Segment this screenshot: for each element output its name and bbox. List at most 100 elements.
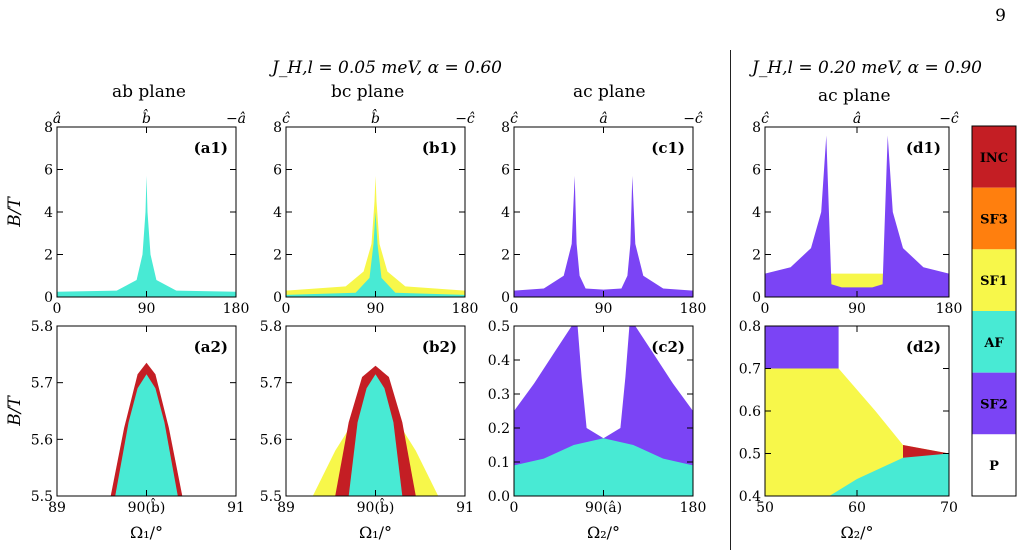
ylabel-a2: B/T bbox=[5, 395, 25, 427]
ytick-label-c1: 4 bbox=[501, 205, 510, 221]
top-tick-label-a1: â bbox=[53, 111, 61, 127]
legend-label-inc: INC bbox=[980, 151, 1008, 166]
group-title-left-text: J_H,l = 0.05 meV, α = 0.60 bbox=[272, 58, 502, 78]
panel-label-c1: (c1) bbox=[651, 139, 685, 157]
region-c2-af bbox=[514, 438, 693, 496]
legend-swatch-sf2 bbox=[972, 372, 1016, 435]
panel-label-a2: (a2) bbox=[194, 338, 228, 356]
panel-label-d1: (d1) bbox=[906, 139, 941, 157]
ytick-label-d1: 8 bbox=[752, 120, 761, 136]
page-number: 9 bbox=[995, 6, 1006, 26]
legend-swatch-sf1 bbox=[972, 249, 1016, 311]
legend-swatch-inc bbox=[972, 126, 1016, 188]
ytick-label-a2: 5.8 bbox=[31, 319, 53, 335]
xtick-label-d2: 50 bbox=[756, 500, 774, 516]
legend-swatch-sf3 bbox=[972, 187, 1016, 250]
xtick-label-b1: 90 bbox=[367, 301, 385, 317]
ytick-label-b1: 0 bbox=[273, 290, 282, 306]
ytick-label-a2: 5.7 bbox=[31, 376, 53, 392]
ytick-label-c2: 0.4 bbox=[488, 353, 510, 369]
panel-a1: 0 2 4 6 8 0 90 180 â b̂ −â (a1) B/T bbox=[5, 108, 249, 317]
top-tick-label-d1: ĉ bbox=[761, 111, 769, 127]
ytick-label-c2: 0.2 bbox=[488, 421, 510, 437]
panel-bg-c1 bbox=[514, 127, 693, 297]
ytick-label-c1: 6 bbox=[501, 163, 510, 179]
ytick-label-a1: 6 bbox=[44, 163, 53, 179]
panel-d1: 0 2 4 6 8 0 90 180 ĉ â −ĉ (d1) bbox=[752, 111, 962, 317]
legend-swatch-p bbox=[972, 434, 1016, 496]
top-tick-label-d1: â bbox=[853, 111, 861, 127]
xtick-label-d2: 70 bbox=[940, 500, 958, 516]
region-d2-af bbox=[829, 453, 949, 496]
ytick-label-d1: 6 bbox=[752, 163, 761, 179]
panel-c1: 0 2 4 6 8 0 90 180 ĉ â −ĉ (c1) bbox=[501, 111, 706, 317]
legend-label-sf2: SF2 bbox=[980, 398, 1008, 413]
xtick-label-c1: 90 bbox=[595, 301, 613, 317]
xtick-label-b2: 91 bbox=[456, 500, 474, 516]
plane-title-a1: ab plane bbox=[112, 82, 186, 102]
plane-title-d1: ac plane bbox=[818, 86, 891, 106]
panel-d2: 0.4 0.5 0.6 0.7 0.8 50 60 70 (d2) Ω₂/° bbox=[739, 319, 958, 542]
xtick-label-a1: 0 bbox=[53, 301, 62, 317]
xlabel-b2: Ω₁/° bbox=[359, 523, 392, 542]
xlabel-a2: Ω₁/° bbox=[130, 523, 163, 542]
xtick-label-d2: 60 bbox=[848, 500, 866, 516]
xtick-label-c1: 0 bbox=[510, 301, 519, 317]
xtick-label-a2: 90(b̂) bbox=[128, 497, 166, 516]
ytick-label-c2: 0.3 bbox=[488, 387, 510, 403]
panel-label-c2: (c2) bbox=[651, 338, 685, 356]
panel-label-a1: (a1) bbox=[194, 139, 228, 157]
xlabel-c2: Ω₂/° bbox=[587, 523, 620, 542]
ytick-label-a1: 8 bbox=[44, 120, 53, 136]
top-tick-label-c1: −ĉ bbox=[683, 111, 703, 127]
ytick-label-b1: 8 bbox=[273, 120, 282, 136]
xtick-label-c1: 180 bbox=[680, 301, 707, 317]
ytick-label-a2: 5.6 bbox=[31, 432, 53, 448]
legend-label-sf3: SF3 bbox=[980, 213, 1008, 228]
group-separator bbox=[730, 50, 731, 550]
group-title-right: J_H,l = 0.20 meV, α = 0.90 bbox=[752, 58, 982, 78]
ytick-label-a2: 5.5 bbox=[31, 489, 53, 505]
group-title-right-text: J_H,l = 0.20 meV, α = 0.90 bbox=[752, 58, 982, 78]
top-tick-label-b1: −ĉ bbox=[455, 111, 475, 127]
ytick-label-b1: 2 bbox=[273, 248, 282, 264]
group-title-left: J_H,l = 0.05 meV, α = 0.60 bbox=[272, 58, 502, 78]
ytick-label-a1: 2 bbox=[44, 248, 53, 264]
ytick-label-c1: 0 bbox=[501, 290, 510, 306]
ytick-label-b1: 6 bbox=[273, 163, 282, 179]
xtick-label-a1: 180 bbox=[223, 301, 250, 317]
ytick-label-b2: 5.8 bbox=[260, 319, 282, 335]
panel-a2: 5.5 5.6 5.7 5.8 89 90(b̂) 91 (a2) B/T Ω₁/° bbox=[5, 319, 245, 542]
region-d1-sf2 bbox=[765, 135, 949, 297]
ytick-label-b1: 4 bbox=[273, 205, 282, 221]
xlabel-d2: Ω₂/° bbox=[840, 523, 873, 542]
ytick-label-d1: 2 bbox=[752, 248, 761, 264]
xtick-label-c2: 0 bbox=[510, 500, 519, 516]
region-a2-af bbox=[115, 374, 178, 496]
xtick-label-a2: 91 bbox=[227, 500, 245, 516]
ytick-label-d1: 4 bbox=[752, 205, 761, 221]
plane-title-c1: ac plane bbox=[573, 82, 646, 102]
legend-swatch-af bbox=[972, 311, 1016, 373]
top-tick-label-b1: b̂ bbox=[371, 108, 380, 127]
xtick-label-b2: 90(b̂) bbox=[357, 497, 395, 516]
legend-label-p: P bbox=[989, 459, 999, 474]
xtick-label-a1: 90 bbox=[138, 301, 156, 317]
ytick-label-b2: 5.5 bbox=[260, 489, 282, 505]
ytick-label-c1: 2 bbox=[501, 248, 510, 264]
ytick-label-c2: 0.1 bbox=[488, 455, 510, 471]
legend-frame bbox=[971, 125, 1017, 497]
top-tick-label-c1: â bbox=[599, 111, 607, 127]
xtick-label-b1: 0 bbox=[282, 301, 291, 317]
ylabel-a1: B/T bbox=[5, 196, 25, 228]
ytick-label-c2: 0.0 bbox=[488, 489, 510, 505]
xtick-label-d1: 0 bbox=[761, 301, 770, 317]
panel-c2: 0.0 0.1 0.2 0.3 0.4 0.5 0 90(â) 180 (c2) Ω₂/° bbox=[488, 319, 707, 542]
plane-title-b1: bc plane bbox=[331, 82, 405, 102]
ytick-label-d2: 0.4 bbox=[739, 489, 761, 505]
ytick-label-d2: 0.5 bbox=[739, 447, 761, 463]
ytick-label-c1: 8 bbox=[501, 120, 510, 136]
region-b2-af bbox=[348, 374, 403, 496]
